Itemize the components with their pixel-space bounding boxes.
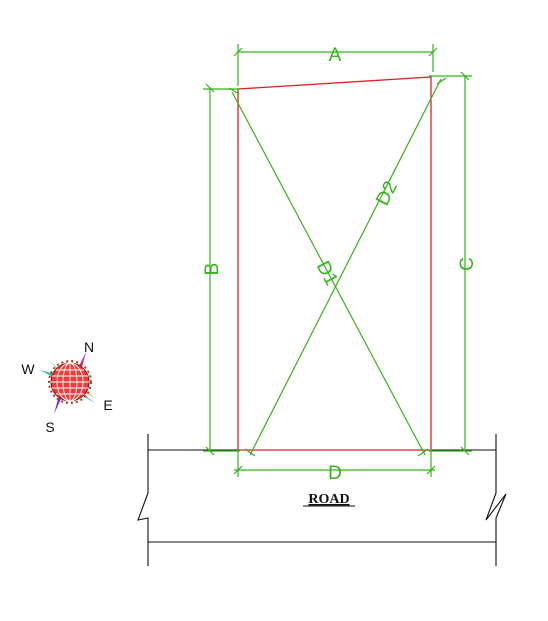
dimension-c: C bbox=[429, 71, 478, 456]
dimension-b: B bbox=[202, 83, 240, 456]
dimension-a: A bbox=[233, 44, 438, 86]
road-right-break bbox=[485, 434, 507, 566]
dimension-a-label: A bbox=[329, 45, 342, 66]
compass-south-label: S bbox=[45, 419, 54, 435]
dimension-b-label: B bbox=[202, 263, 223, 276]
compass-rose: N E S W bbox=[21, 339, 112, 435]
road-label: ROAD bbox=[308, 492, 349, 507]
diagonal-d1: D1 bbox=[228, 87, 429, 457]
dimension-d: D bbox=[233, 449, 436, 484]
compass-east-label: E bbox=[103, 397, 112, 413]
dimension-c-label: C bbox=[457, 257, 478, 271]
diagonal-d2: D2 bbox=[244, 77, 447, 457]
compass-west-label: W bbox=[21, 361, 35, 377]
road: ROAD bbox=[137, 434, 507, 566]
dimension-d-label: D bbox=[328, 463, 342, 484]
compass-north-label: N bbox=[84, 339, 94, 355]
road-left-break bbox=[137, 434, 149, 566]
